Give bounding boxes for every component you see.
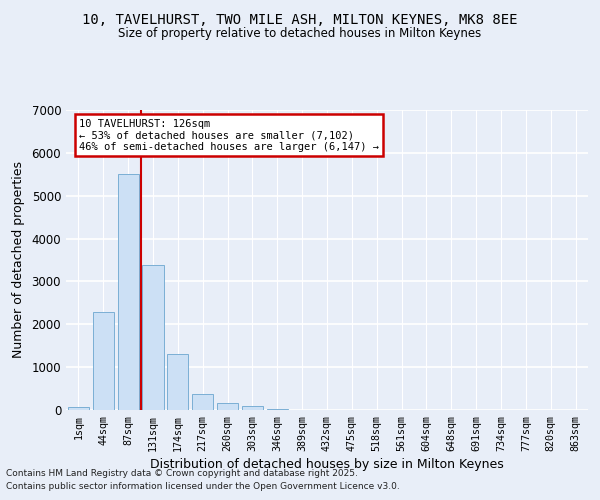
Bar	[93, 312, 114, 410]
Bar	[68, 408, 89, 410]
Text: 10, TAVELHURST, TWO MILE ASH, MILTON KEYNES, MK8 8EE: 10, TAVELHURST, TWO MILE ASH, MILTON KEY…	[82, 12, 518, 26]
Bar	[142, 265, 164, 410]
Text: 10 TAVELHURST: 126sqm
← 53% of detached houses are smaller (7,102)
46% of semi-d: 10 TAVELHURST: 126sqm ← 53% of detached …	[79, 118, 379, 152]
Bar	[242, 406, 263, 410]
Text: Size of property relative to detached houses in Milton Keynes: Size of property relative to detached ho…	[118, 28, 482, 40]
Bar	[217, 402, 238, 410]
Bar	[267, 408, 288, 410]
Y-axis label: Number of detached properties: Number of detached properties	[11, 162, 25, 358]
Text: Contains public sector information licensed under the Open Government Licence v3: Contains public sector information licen…	[6, 482, 400, 491]
Bar	[118, 174, 139, 410]
Text: Contains HM Land Registry data © Crown copyright and database right 2025.: Contains HM Land Registry data © Crown c…	[6, 468, 358, 477]
X-axis label: Distribution of detached houses by size in Milton Keynes: Distribution of detached houses by size …	[150, 458, 504, 471]
Bar	[167, 354, 188, 410]
Bar	[192, 394, 213, 410]
